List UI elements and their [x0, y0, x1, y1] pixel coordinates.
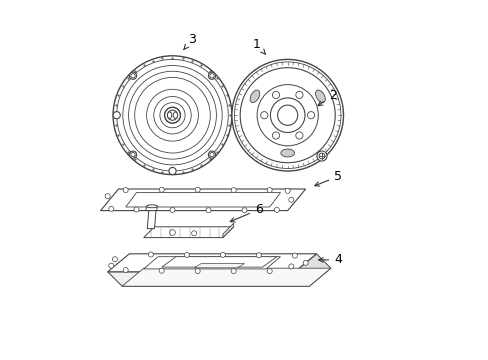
- Circle shape: [117, 59, 228, 171]
- Ellipse shape: [315, 90, 325, 103]
- Circle shape: [134, 77, 210, 153]
- Text: 4: 4: [318, 253, 341, 266]
- Circle shape: [209, 153, 214, 157]
- Circle shape: [260, 112, 267, 119]
- Polygon shape: [294, 254, 330, 286]
- Polygon shape: [194, 264, 244, 268]
- Circle shape: [131, 153, 135, 157]
- Text: 3: 3: [183, 33, 196, 50]
- Circle shape: [285, 188, 289, 193]
- Ellipse shape: [249, 90, 259, 103]
- Circle shape: [195, 269, 200, 274]
- Circle shape: [295, 132, 303, 139]
- Circle shape: [108, 206, 114, 211]
- Circle shape: [266, 188, 272, 193]
- Circle shape: [184, 252, 189, 257]
- Circle shape: [208, 72, 215, 79]
- Circle shape: [113, 56, 231, 175]
- Circle shape: [231, 59, 343, 171]
- Circle shape: [146, 89, 198, 141]
- Circle shape: [131, 73, 135, 78]
- Circle shape: [113, 112, 120, 119]
- Polygon shape: [107, 254, 316, 272]
- Polygon shape: [162, 257, 276, 267]
- Ellipse shape: [173, 112, 177, 118]
- Circle shape: [288, 197, 293, 202]
- Circle shape: [148, 252, 153, 257]
- Circle shape: [292, 253, 297, 258]
- Circle shape: [129, 151, 136, 158]
- Circle shape: [242, 208, 246, 213]
- Circle shape: [164, 107, 180, 123]
- Polygon shape: [147, 211, 156, 229]
- Circle shape: [270, 98, 305, 132]
- Circle shape: [112, 257, 117, 262]
- Polygon shape: [223, 223, 233, 238]
- Polygon shape: [107, 272, 309, 286]
- Circle shape: [205, 208, 211, 213]
- Circle shape: [274, 207, 279, 212]
- Circle shape: [168, 167, 176, 175]
- Circle shape: [209, 73, 214, 78]
- Polygon shape: [143, 257, 280, 269]
- Circle shape: [234, 62, 340, 168]
- Circle shape: [153, 96, 191, 134]
- Circle shape: [129, 72, 136, 79]
- Circle shape: [318, 153, 324, 159]
- Circle shape: [288, 264, 293, 269]
- Circle shape: [208, 151, 215, 158]
- Circle shape: [108, 263, 114, 268]
- Circle shape: [128, 71, 216, 159]
- Text: 6: 6: [230, 203, 263, 222]
- Polygon shape: [101, 189, 305, 211]
- Circle shape: [122, 66, 222, 165]
- Circle shape: [195, 187, 200, 192]
- Circle shape: [277, 105, 297, 125]
- Circle shape: [240, 68, 335, 163]
- Ellipse shape: [167, 112, 171, 118]
- Circle shape: [105, 194, 110, 199]
- Circle shape: [266, 269, 272, 274]
- Circle shape: [167, 110, 177, 120]
- Text: 2: 2: [317, 89, 336, 106]
- Circle shape: [220, 252, 225, 257]
- Polygon shape: [145, 206, 157, 211]
- Ellipse shape: [146, 205, 157, 208]
- Circle shape: [272, 132, 279, 139]
- Circle shape: [159, 187, 164, 192]
- Text: 1: 1: [253, 39, 265, 54]
- Ellipse shape: [280, 149, 294, 157]
- Polygon shape: [125, 193, 280, 207]
- Circle shape: [295, 91, 303, 99]
- Circle shape: [256, 253, 261, 258]
- Circle shape: [170, 207, 175, 212]
- Circle shape: [123, 267, 128, 273]
- Circle shape: [160, 103, 185, 128]
- Circle shape: [159, 268, 164, 273]
- Circle shape: [164, 107, 180, 123]
- Circle shape: [272, 91, 279, 99]
- Circle shape: [231, 188, 236, 193]
- Circle shape: [134, 207, 139, 212]
- Circle shape: [307, 112, 314, 119]
- Circle shape: [316, 151, 326, 161]
- Circle shape: [231, 269, 236, 274]
- Polygon shape: [122, 268, 330, 286]
- Text: 5: 5: [314, 170, 342, 186]
- Circle shape: [123, 188, 128, 193]
- Circle shape: [257, 85, 318, 146]
- Polygon shape: [143, 227, 233, 238]
- Circle shape: [303, 260, 307, 265]
